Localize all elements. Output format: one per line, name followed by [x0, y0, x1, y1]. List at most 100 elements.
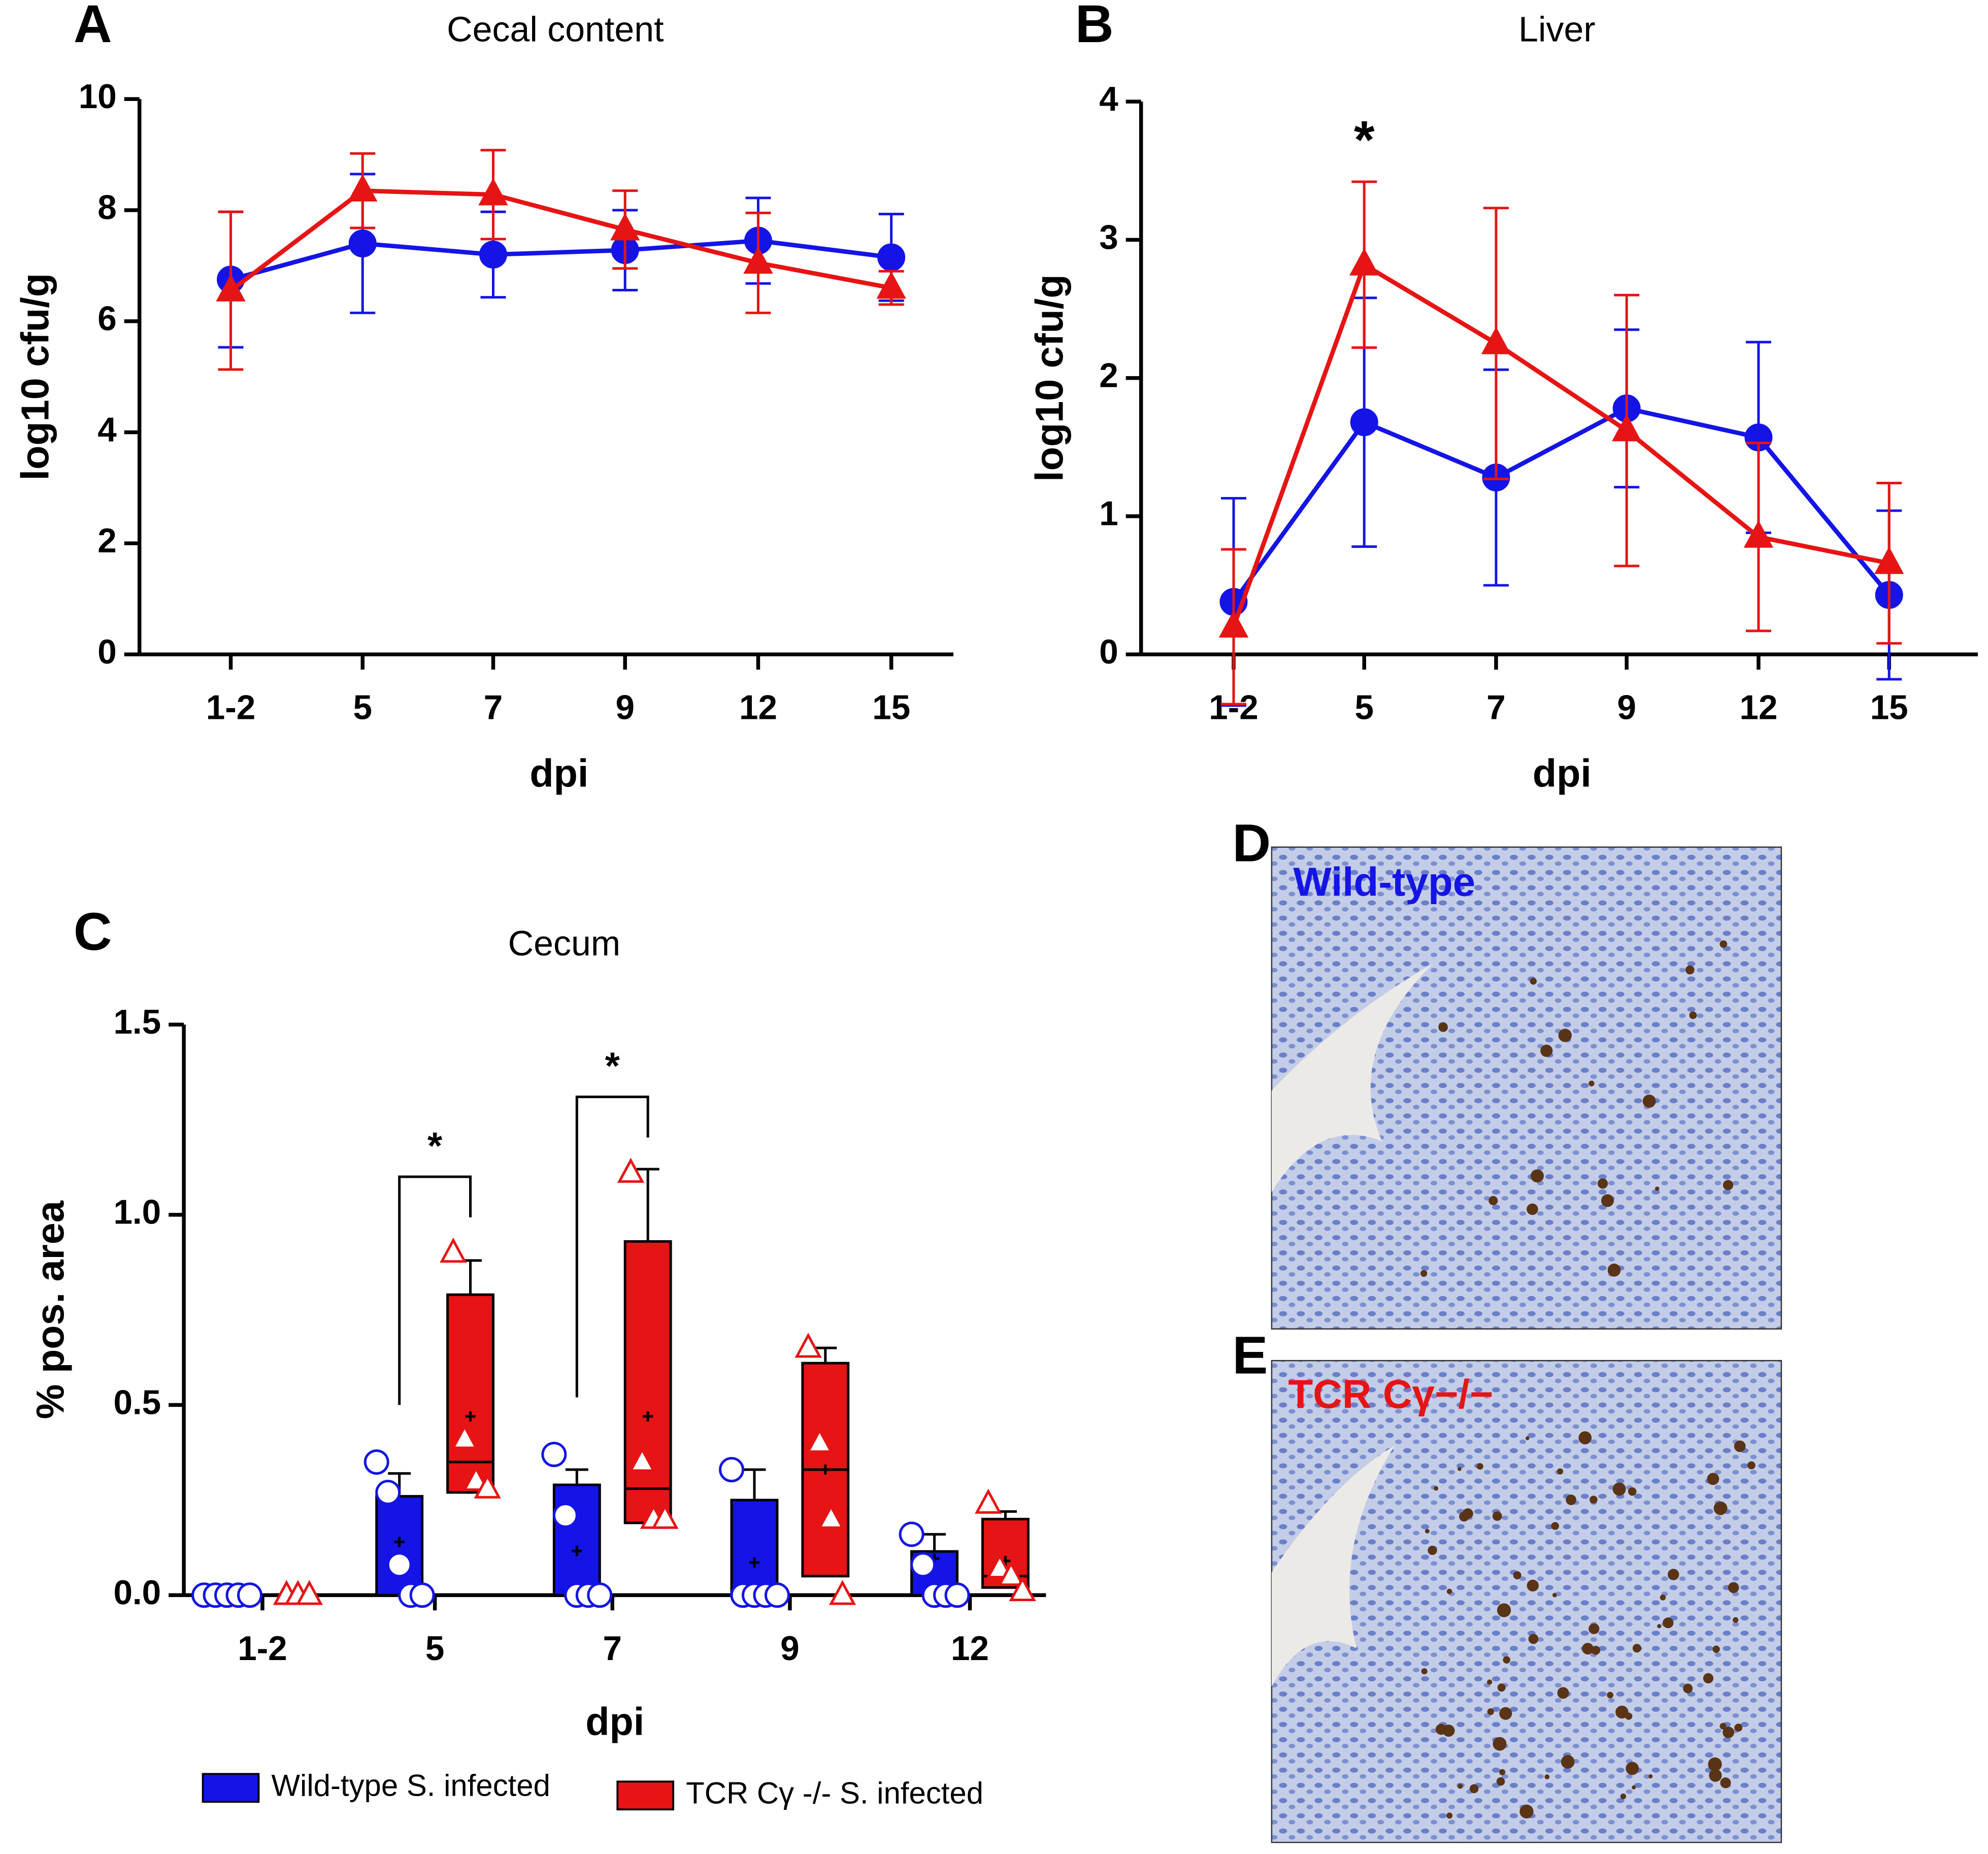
stain-dot — [1528, 1634, 1539, 1644]
stain-dot — [1544, 1774, 1550, 1779]
stain-dot — [1591, 1645, 1601, 1655]
data-point — [295, 1580, 323, 1605]
mean — [820, 1464, 831, 1475]
x-tick-label: 7 — [603, 1630, 622, 1668]
micrograph-tcr — [1271, 1360, 1782, 1843]
data-point — [386, 1552, 412, 1578]
stain-dot — [1648, 1774, 1653, 1779]
stain-dot — [1428, 1545, 1437, 1555]
data-point — [829, 1580, 856, 1605]
stain-dot — [1707, 1473, 1719, 1485]
data-point — [440, 1237, 467, 1263]
box — [552, 1483, 601, 1597]
stain-dot — [1487, 1708, 1494, 1715]
y-axis-label: log10 cfu/g — [1028, 274, 1071, 482]
data-point — [806, 1428, 834, 1453]
stain-dot — [1615, 1705, 1629, 1719]
stain-dot — [1499, 1769, 1506, 1775]
significance-bracket — [398, 1175, 472, 1405]
data-point — [348, 174, 378, 202]
x-tick-label: 5 — [353, 689, 373, 727]
x-tick-label: 5 — [425, 1630, 445, 1668]
y-tick-label: 1.0 — [113, 1194, 161, 1232]
data-point — [348, 229, 377, 258]
data-point — [363, 1449, 389, 1475]
whisker — [459, 1259, 482, 1295]
data-point — [899, 1521, 924, 1547]
image-caption: TCR Cγ−/− — [1288, 1372, 1493, 1417]
y-tick-label: 8 — [97, 189, 117, 227]
stain-dot — [1492, 1511, 1502, 1521]
data-point — [1874, 546, 1904, 574]
x-tick-label: 12 — [739, 689, 777, 727]
data-point — [216, 274, 246, 302]
stain-dot — [1557, 1468, 1564, 1475]
stain-dot — [1551, 1522, 1560, 1530]
stain-dot — [1589, 1496, 1598, 1504]
whisker — [565, 1468, 588, 1485]
stain-dot — [1457, 1783, 1463, 1789]
x-tick-label: 7 — [484, 689, 503, 727]
stain-dots — [1420, 940, 1755, 1819]
data-point — [1481, 326, 1511, 354]
whisker — [636, 1168, 659, 1242]
stain-dot — [1720, 1777, 1731, 1789]
y-tick-label: 2 — [1099, 356, 1118, 394]
stain-dot — [1657, 1624, 1662, 1629]
stain-dot — [1582, 1643, 1594, 1655]
panel-letter: B — [1075, 0, 1114, 54]
x-tick-label: 1-2 — [206, 689, 255, 727]
data-point — [743, 246, 773, 274]
stain-dot — [1497, 1603, 1511, 1617]
series-line — [1232, 406, 1891, 604]
legend-label: TCR Cγ -/- S. infected — [686, 1776, 983, 1810]
stain-dot — [1719, 940, 1728, 948]
panel-letter: C — [74, 902, 112, 962]
data-point — [910, 1552, 936, 1578]
stain-dot — [1598, 1178, 1608, 1189]
image-caption: Wild-type — [1293, 859, 1475, 905]
stain-dot — [1663, 1617, 1674, 1629]
stain-dot — [1588, 1623, 1600, 1634]
legend-swatch — [616, 1780, 675, 1811]
stain-dot — [1469, 1784, 1479, 1794]
y-tick-label: 4 — [97, 411, 117, 449]
x-tick-label: 1-2 — [238, 1630, 287, 1668]
chart-title: Cecum — [508, 923, 620, 963]
data-point — [764, 1582, 790, 1608]
stain-dot — [1531, 1169, 1544, 1183]
y-tick-label: 2 — [97, 522, 117, 560]
stain-dot — [1513, 1571, 1521, 1580]
data-point — [975, 1488, 1002, 1514]
stain-dot — [1612, 1482, 1626, 1496]
y-tick-label: 6 — [97, 300, 117, 338]
data-point — [628, 1446, 656, 1472]
data-point — [998, 1561, 1025, 1586]
stain-dot — [1459, 1511, 1469, 1522]
data-point — [1218, 610, 1249, 638]
legend-label: Wild-type S. infected — [271, 1769, 550, 1803]
data-point — [552, 1502, 578, 1528]
stain-dot — [1578, 1431, 1592, 1445]
stain-dot — [1503, 1656, 1510, 1664]
stain-dot — [1540, 1044, 1553, 1057]
data-point — [237, 1582, 262, 1608]
stain-dot — [1607, 1692, 1614, 1699]
stain-dot — [1552, 1593, 1557, 1598]
stain-dot — [1683, 1683, 1693, 1694]
data-point — [794, 1333, 822, 1358]
stain-dot — [1446, 1588, 1452, 1595]
stain-dot — [1424, 1529, 1430, 1534]
whisker — [923, 1533, 946, 1551]
data-point — [1612, 414, 1642, 442]
series-line — [230, 238, 892, 282]
data-point — [944, 1582, 970, 1608]
whisker — [743, 1468, 766, 1500]
stain-dot — [1728, 1582, 1739, 1594]
legend-swatch — [202, 1773, 260, 1803]
stain-dot — [1421, 1668, 1428, 1675]
stain-dot — [1557, 1687, 1569, 1699]
data-point — [451, 1423, 478, 1449]
stain-dot — [1734, 1440, 1746, 1452]
mean — [643, 1411, 653, 1422]
